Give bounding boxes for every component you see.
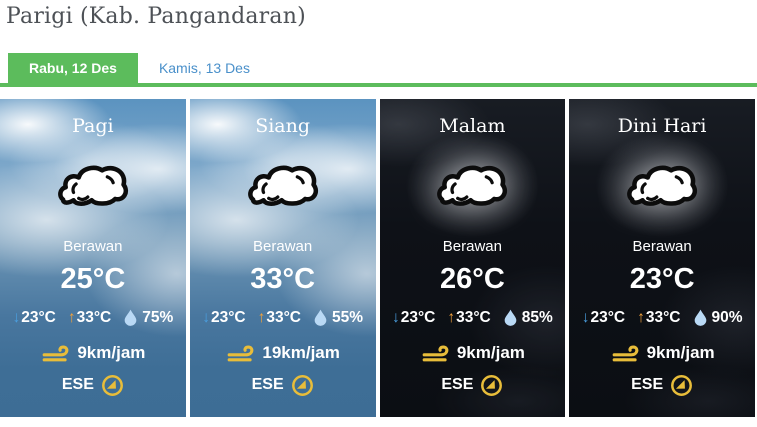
cloudy-weather-icon — [54, 156, 132, 212]
droplet-icon — [694, 309, 706, 326]
wind-speed-value: 9km/jam — [646, 343, 715, 362]
period-label: Siang — [255, 115, 311, 137]
compass-arrow-icon — [481, 374, 503, 396]
arrow-up-icon: ↑ — [637, 308, 645, 326]
wind-icon — [42, 345, 69, 362]
period-label: Dini Hari — [617, 115, 707, 137]
wind-direction-row: ESE — [252, 373, 314, 397]
temperature-value: 25°C — [60, 263, 126, 295]
humidity: 85% — [503, 308, 553, 327]
wind-row: 9km/jam — [40, 341, 145, 365]
min-temp: ↓ 23°C — [12, 309, 55, 327]
wind-speed-value: 9km/jam — [77, 343, 146, 362]
droplet-icon — [504, 309, 517, 326]
min-temp: ↓ 23°C — [582, 309, 625, 327]
temperature-value: 33°C — [250, 263, 316, 295]
arrow-down-icon: ↓ — [202, 308, 210, 326]
forecast-card-siang: Siang Berawan 33°C ↓ 23°C ↑ 33°C 55% 19k… — [189, 99, 376, 417]
arrow-down-icon: ↓ — [12, 308, 21, 326]
page-title: Parigi (Kab. Pangandaran) — [6, 4, 306, 29]
wind-direction-value: ESE — [441, 376, 474, 393]
forecast-card-malam: Malam Berawan 26°C ↓ 23°C ↑ 33°C 85% 9km… — [379, 99, 566, 417]
wind-direction-row: ESE — [631, 373, 693, 397]
minmax-humidity-row: ↓ 23°C ↑ 33°C 55% — [202, 308, 363, 327]
wind-icon — [422, 345, 449, 362]
forecast-cards: Pagi Berawan 25°C ↓ 23°C ↑ 33°C 75% 9km/… — [0, 99, 755, 417]
max-temp-value: 33°C — [456, 308, 491, 326]
wind-direction-value: ESE — [251, 376, 284, 393]
period-label: Malam — [439, 115, 506, 137]
wind-speed-value: 19km/jam — [262, 343, 340, 362]
minmax-humidity-row: ↓ 23°C ↑ 33°C 90% — [582, 308, 743, 327]
droplet-icon — [314, 309, 327, 326]
arrow-up-icon: ↑ — [447, 308, 456, 326]
wind-speed-value: 9km/jam — [456, 343, 525, 362]
forecast-card-pagi: Pagi Berawan 25°C ↓ 23°C ↑ 33°C 75% 9km/… — [0, 99, 186, 417]
wind-icon — [612, 345, 638, 362]
condition-label: Berawan — [253, 238, 313, 255]
max-temp: ↑ 33°C — [447, 309, 490, 327]
min-temp-value: 23°C — [590, 308, 626, 326]
condition-label: Berawan — [442, 238, 502, 255]
wind-row: 9km/jam — [420, 341, 525, 365]
arrow-down-icon: ↓ — [391, 308, 400, 326]
droplet-icon — [124, 309, 137, 326]
wind-direction-value: ESE — [631, 376, 664, 393]
condition-label: Berawan — [63, 238, 123, 255]
max-temp-value: 33°C — [645, 308, 681, 326]
humidity-value: 85% — [521, 308, 553, 326]
minmax-humidity-row: ↓ 23°C ↑ 33°C 75% — [12, 308, 173, 327]
max-temp-value: 33°C — [266, 308, 301, 326]
min-temp: ↓ 23°C — [202, 309, 245, 327]
tab-rabu-12-des[interactable]: Rabu, 12 Des — [8, 53, 138, 83]
wind-row: 19km/jam — [225, 341, 340, 365]
cloudy-weather-icon — [244, 156, 322, 212]
arrow-up-icon: ↑ — [257, 308, 266, 326]
wind-direction-value: ESE — [61, 376, 94, 393]
wind-direction-row: ESE — [441, 373, 503, 397]
max-temp: ↑ 33°C — [258, 309, 301, 327]
compass-arrow-icon — [291, 374, 313, 396]
min-temp-value: 23°C — [210, 308, 246, 326]
min-temp-value: 23°C — [400, 308, 436, 326]
forecast-card-dini-hari: Dini Hari Berawan 23°C ↓ 23°C ↑ 33°C 90%… — [569, 99, 755, 417]
humidity: 75% — [123, 308, 173, 327]
compass-arrow-icon — [671, 374, 693, 396]
temperature-value: 23°C — [629, 263, 695, 295]
cloudy-weather-icon — [433, 156, 511, 212]
max-temp: ↑ 33°C — [68, 309, 111, 327]
condition-label: Berawan — [632, 238, 692, 255]
wind-icon — [228, 345, 254, 362]
arrow-up-icon: ↑ — [67, 308, 76, 326]
tab-kamis-13-des[interactable]: Kamis, 13 Des — [158, 60, 250, 76]
max-temp: ↑ 33°C — [637, 309, 680, 327]
compass-arrow-icon — [101, 374, 123, 396]
humidity-value: 55% — [332, 308, 364, 326]
period-label: Pagi — [72, 115, 114, 137]
arrow-down-icon: ↓ — [581, 308, 590, 326]
humidity-value: 75% — [142, 308, 174, 326]
wind-direction-row: ESE — [62, 373, 124, 397]
min-temp: ↓ 23°C — [392, 309, 435, 327]
minmax-humidity-row: ↓ 23°C ↑ 33°C 85% — [392, 308, 553, 327]
temperature-value: 26°C — [439, 263, 505, 295]
date-tabbar: Rabu, 12 Des Kamis, 13 Des — [0, 53, 757, 87]
wind-row: 9km/jam — [610, 341, 715, 365]
humidity: 90% — [693, 308, 743, 327]
cloudy-weather-icon — [623, 156, 701, 212]
humidity-value: 90% — [711, 308, 743, 326]
max-temp-value: 33°C — [76, 308, 112, 326]
min-temp-value: 23°C — [21, 308, 56, 326]
humidity: 55% — [313, 308, 363, 327]
